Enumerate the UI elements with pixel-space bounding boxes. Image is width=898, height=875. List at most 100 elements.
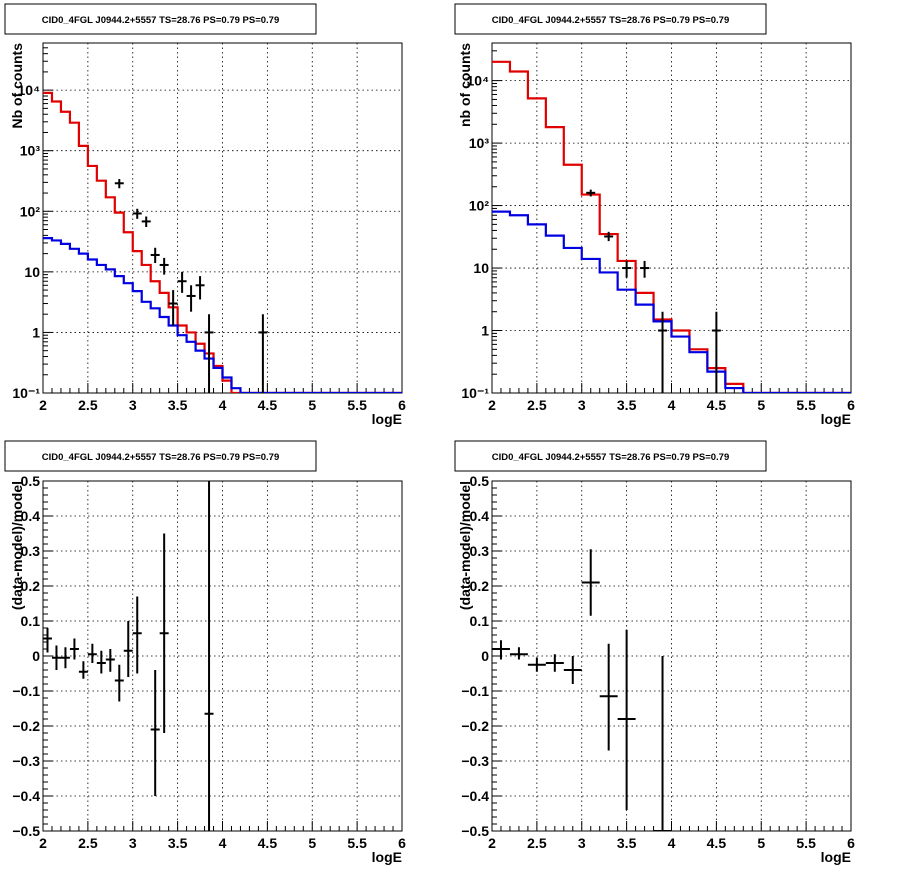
- data-point: [204, 314, 214, 393]
- data-point: [123, 621, 133, 677]
- data-point: [69, 638, 79, 660]
- y-tick-label: 0.2: [21, 578, 41, 594]
- x-tick-label: 6: [398, 397, 406, 413]
- y-tick-label: 0: [32, 648, 40, 664]
- y-tick-label: 10⁴: [18, 82, 41, 98]
- y-tick-label: 0.3: [21, 543, 41, 559]
- y-tick-label: −0.4: [461, 788, 489, 804]
- data-point: [186, 285, 196, 312]
- tick-marks: [491, 42, 852, 394]
- y-tick-label: 0.4: [470, 508, 490, 524]
- x-tick-label: 2.5: [78, 397, 98, 413]
- data-point: [509, 647, 528, 660]
- data-point: [599, 643, 618, 751]
- grid: [492, 481, 851, 831]
- y-tick-label: −0.1: [12, 683, 40, 699]
- data-point: [581, 549, 600, 616]
- y-tick-label: −0.3: [461, 753, 489, 769]
- y-tick-label: −0.5: [12, 823, 40, 839]
- x-tick-label: 5.5: [347, 397, 367, 413]
- data-point: [604, 231, 614, 242]
- y-tick-label: 0.5: [470, 473, 490, 489]
- data-point: [658, 311, 668, 393]
- data-point: [563, 656, 582, 684]
- data-point: [527, 657, 546, 672]
- data-point: [87, 643, 97, 663]
- data-point: [150, 247, 160, 264]
- data-point: [177, 271, 187, 293]
- x-axis-label: logE: [821, 411, 851, 427]
- chart-panel-3: CID0_4FGL J0944.2+5557 TS=28.76 PS=0.79 …: [4, 440, 406, 865]
- x-tick-label: 5.5: [796, 835, 816, 851]
- y-tick-label: 10⁻¹: [12, 385, 40, 401]
- x-tick-label: 5: [757, 397, 765, 413]
- x-tick-label: 6: [398, 835, 406, 851]
- y-tick-label: 0.4: [21, 508, 41, 524]
- y-tick-label: 10: [24, 264, 40, 280]
- x-tick-label: 4.5: [707, 397, 727, 413]
- y-tick-label: −0.2: [12, 718, 40, 734]
- data-layer: [43, 481, 214, 831]
- grid: [43, 481, 402, 831]
- chart-title: CID0_4FGL J0944.2+5557 TS=28.76 PS=0.79 …: [42, 452, 280, 463]
- data-layer: [43, 91, 402, 393]
- y-tick-label: 10³: [20, 143, 41, 159]
- x-tick-label: 3.5: [168, 835, 188, 851]
- x-tick-label: 2.5: [78, 835, 98, 851]
- x-tick-label: 2: [39, 835, 47, 851]
- x-axis-label: logE: [372, 411, 402, 427]
- data-point: [159, 257, 169, 275]
- x-tick-label: 3.5: [617, 397, 637, 413]
- x-tick-label: 4.5: [707, 835, 727, 851]
- chart-title: CID0_4FGL J0944.2+5557 TS=28.76 PS=0.79 …: [42, 15, 280, 26]
- chart-title-box: [454, 440, 767, 472]
- x-tick-label: 5: [757, 835, 765, 851]
- x-tick-label: 3: [578, 397, 586, 413]
- data-point: [132, 596, 142, 674]
- data-point: [195, 276, 205, 300]
- data-point: [51, 645, 61, 670]
- x-tick-label: 4.5: [258, 397, 278, 413]
- x-tick-label: 5: [308, 835, 316, 851]
- x-tick-label: 4: [668, 835, 676, 851]
- data-point: [545, 654, 564, 672]
- tick-marks: [42, 42, 403, 394]
- y-tick-label: 10: [473, 260, 489, 276]
- tick-marks: [42, 480, 403, 832]
- grid: [43, 43, 402, 393]
- y-tick-label: 0: [481, 648, 489, 664]
- data-point: [258, 314, 268, 393]
- data-point: [492, 640, 510, 660]
- chart-panel-4: CID0_4FGL J0944.2+5557 TS=28.76 PS=0.79 …: [454, 440, 855, 865]
- y-axis-label: Nb of counts: [9, 43, 25, 129]
- x-axis-label: logE: [821, 849, 851, 865]
- data-point: [43, 628, 52, 653]
- y-tick-label: 10³: [469, 135, 490, 151]
- x-tick-label: 3: [578, 835, 586, 851]
- y-tick-label: 1: [32, 324, 40, 340]
- data-point: [96, 650, 106, 674]
- y-tick-label: −0.2: [461, 718, 489, 734]
- data-point: [105, 649, 115, 672]
- chart-title-box: [4, 440, 317, 472]
- x-tick-label: 5: [308, 397, 316, 413]
- data-point: [640, 260, 650, 278]
- chart-panel-2: CID0_4FGL J0944.2+5557 TS=28.76 PS=0.79 …: [454, 3, 855, 427]
- chart-title-box: [4, 3, 317, 35]
- data-point: [132, 208, 142, 219]
- grid: [492, 43, 851, 393]
- y-tick-label: 0.5: [21, 473, 41, 489]
- x-tick-label: 2: [488, 835, 496, 851]
- x-tick-label: 6: [847, 397, 855, 413]
- y-tick-label: 10⁴: [467, 73, 490, 89]
- data-point: [622, 260, 632, 278]
- x-tick-label: 4: [668, 397, 676, 413]
- data-point: [60, 647, 70, 669]
- y-axis-label: (data-model)/model: [457, 481, 473, 610]
- x-tick-label: 5.5: [347, 835, 367, 851]
- data-point: [150, 670, 160, 796]
- y-tick-label: −0.5: [461, 823, 489, 839]
- x-tick-label: 2.5: [527, 835, 547, 851]
- data-point: [78, 661, 88, 679]
- data-point: [204, 481, 214, 831]
